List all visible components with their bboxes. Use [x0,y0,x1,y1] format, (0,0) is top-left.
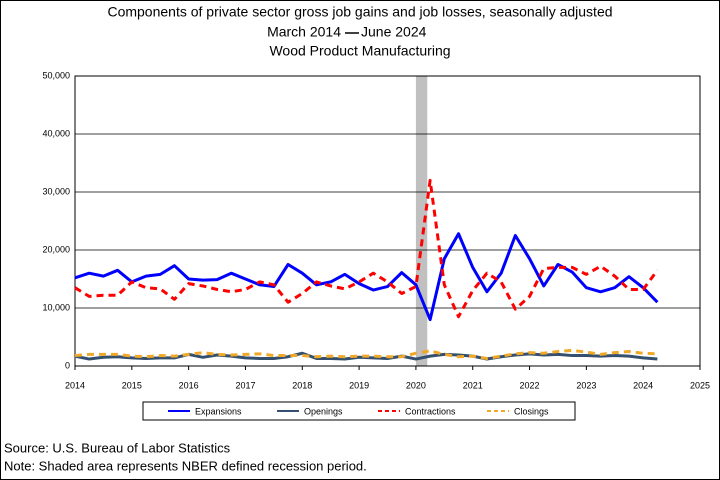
y-tick-label: 30,000 [42,186,70,196]
x-tick-label: 2017 [235,380,255,390]
x-tick-label: 2025 [690,380,710,390]
x-tick-label: 2016 [179,380,199,390]
legend-label: Expansions [195,406,242,416]
x-tick-label: 2020 [406,380,426,390]
plot-border [74,75,701,367]
y-tick-label: 40,000 [42,128,70,138]
x-tick-label: 2019 [349,380,369,390]
legend-label: Contractions [405,406,456,416]
recession-shade [415,76,428,366]
y-tick-label: 20,000 [42,244,70,254]
y-tick-label: 10,000 [42,302,70,312]
note: Note: Shaded area represents NBER define… [4,458,367,473]
y-tick-label: 0 [65,360,70,370]
subtitle-start: March 2014 [267,24,341,40]
x-tick-label: 2014 [65,380,85,390]
x-tick-label: 2022 [520,380,540,390]
x-tick-label: 2024 [633,380,653,390]
legend-label: Closings [514,406,549,416]
chart-title: Components of private sector gross job g… [107,4,612,20]
x-tick-label: 2021 [463,380,483,390]
legend-box [142,401,576,421]
subtitle-end: June 2024 [361,24,427,40]
series-line [74,232,659,322]
y-tick-label: 50,000 [42,70,70,80]
x-tick-label: 2015 [122,380,142,390]
x-tick-label: 2018 [292,380,312,390]
subtitle: Wood Product Manufacturing [269,43,450,59]
source: Source: U.S. Bureau of Labor Statistics [4,440,231,455]
series-line [74,348,658,360]
x-tick-label: 2023 [576,380,596,390]
series-line [74,178,659,319]
legend-label: Openings [304,406,343,416]
